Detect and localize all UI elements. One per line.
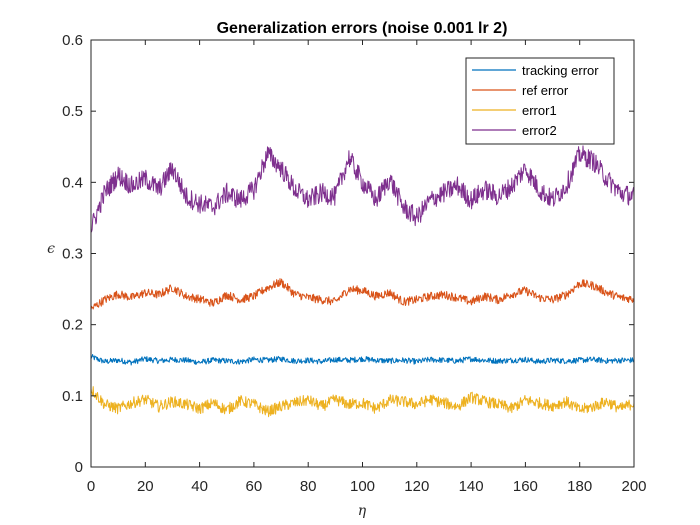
x-axis-ticks: 0 20 40 60 80 100 120 140 160 180 200 <box>87 40 647 495</box>
x-axis-label: η <box>358 503 367 519</box>
legend-label: error2 <box>522 123 557 138</box>
series-line-tracking-error <box>90 354 635 366</box>
legend: tracking error ref error error1 error2 <box>465 57 615 145</box>
y-tick-label: 0.4 <box>62 174 83 191</box>
y-tick-label: 0.5 <box>62 103 83 120</box>
legend-label: ref error <box>522 83 569 98</box>
y-tick-label: 0.6 <box>62 32 83 49</box>
series-line-ref-error <box>90 278 635 311</box>
y-axis-label: ϵ <box>47 241 55 257</box>
x-tick-label: 120 <box>404 478 429 495</box>
y-tick-label: 0.1 <box>62 388 83 405</box>
chart-title: Generalization errors (noise 0.001 lr 2) <box>217 20 508 37</box>
x-tick-label: 20 <box>137 478 154 495</box>
y-tick-label: 0.2 <box>62 317 83 334</box>
y-tick-label: 0 <box>75 459 83 476</box>
legend-label: error1 <box>522 103 557 118</box>
x-tick-label: 160 <box>513 478 538 495</box>
y-axis-ticks: 0 0.1 0.2 0.3 0.4 0.5 0.6 <box>62 32 634 476</box>
x-tick-label: 0 <box>87 478 95 495</box>
x-tick-label: 100 <box>350 478 375 495</box>
x-tick-label: 60 <box>246 478 263 495</box>
x-tick-label: 40 <box>191 478 208 495</box>
series-line-error2 <box>90 145 635 233</box>
legend-label: tracking error <box>522 63 599 78</box>
series-line-error1 <box>90 386 635 418</box>
x-tick-label: 140 <box>459 478 484 495</box>
x-tick-label: 180 <box>567 478 592 495</box>
y-tick-label: 0.3 <box>62 246 83 263</box>
x-tick-label: 200 <box>621 478 646 495</box>
x-tick-label: 80 <box>300 478 317 495</box>
